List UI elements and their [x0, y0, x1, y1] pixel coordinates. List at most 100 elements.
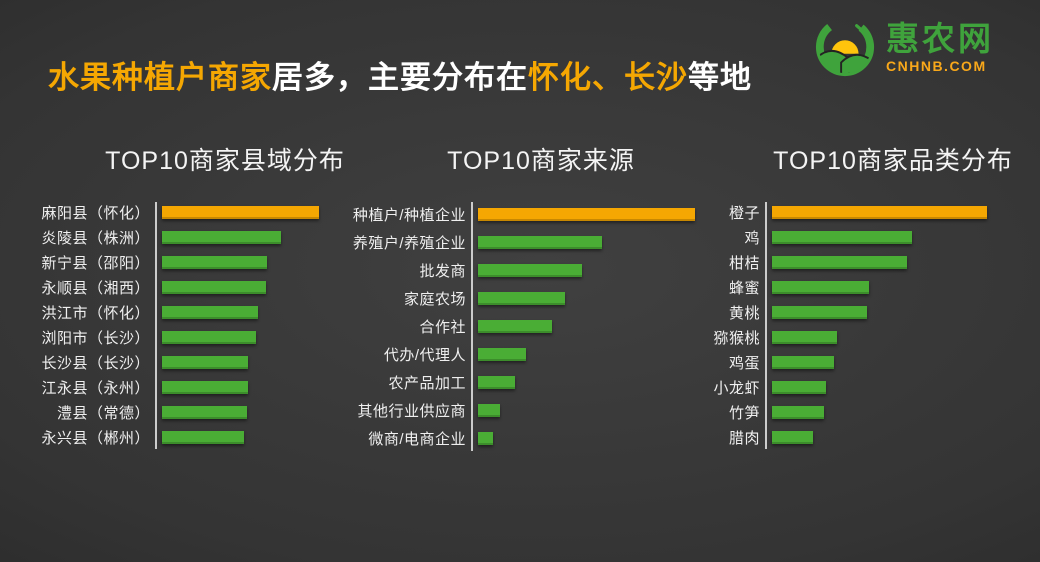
category-label: 鸡	[744, 230, 760, 247]
title-segment-highlight: 水果种植户商家	[48, 60, 272, 95]
bar-track	[162, 206, 319, 219]
category-label: 江永县（永州）	[41, 380, 150, 397]
bar-track	[772, 306, 987, 319]
brand-domain: CNHNB.COM	[886, 57, 987, 74]
category-label: 养殖户/养殖企业	[352, 234, 466, 252]
bar-row: 养殖户/养殖企业	[340, 228, 695, 256]
bar-track	[478, 347, 695, 361]
bar-track	[162, 331, 319, 344]
bar	[478, 291, 565, 305]
category-label: 腊肉	[728, 430, 760, 447]
bar-track	[772, 431, 987, 444]
title-segment-highlight: 怀化、长沙	[528, 60, 688, 95]
bar	[772, 206, 987, 219]
bar-row: 批发商	[340, 256, 695, 284]
bar	[478, 375, 515, 389]
bar-row: 猕猴桃	[690, 325, 987, 350]
bar-row: 其他行业供应商	[340, 396, 695, 424]
bar	[162, 256, 268, 269]
bar-track	[478, 431, 695, 445]
bar-row: 鸡	[690, 225, 987, 250]
category-label: 橙子	[728, 205, 760, 222]
bar-track	[478, 319, 695, 333]
bar	[478, 235, 602, 249]
category-label: 澧县（常德）	[56, 405, 150, 422]
category-label: 家庭农场	[403, 290, 466, 308]
bar-row: 新宁县（邵阳）	[18, 250, 319, 275]
brand-logo: 惠农网 CNHNB.COM	[814, 16, 994, 78]
category-label: 永兴县（郴州）	[41, 430, 150, 447]
bar-row: 小龙虾	[690, 375, 987, 400]
bar	[478, 319, 552, 333]
bar	[478, 403, 500, 417]
category-label: 洪江市（怀化）	[41, 305, 150, 322]
brand-name: 惠农网	[886, 19, 994, 57]
category-label: 蜂蜜	[728, 280, 760, 297]
bar-row: 腊肉	[690, 425, 987, 450]
category-label: 麻阳县（怀化）	[41, 205, 150, 222]
bar-track	[772, 256, 987, 269]
bar	[162, 431, 244, 444]
category-label: 小龙虾	[713, 380, 760, 397]
bar	[772, 431, 813, 444]
bar-track	[772, 356, 987, 369]
category-label: 批发商	[419, 262, 466, 280]
bar-row: 柑桔	[690, 250, 987, 275]
bar	[478, 347, 526, 361]
category-label: 长沙县（长沙）	[41, 355, 150, 372]
bar-row: 长沙县（长沙）	[18, 350, 319, 375]
bar	[162, 231, 282, 244]
bar	[162, 406, 247, 419]
category-label: 其他行业供应商	[357, 402, 466, 420]
bar-track	[162, 256, 319, 269]
bar	[772, 406, 824, 419]
bar-track	[772, 381, 987, 394]
bar-row: 合作社	[340, 312, 695, 340]
bar-track	[772, 231, 987, 244]
bar	[478, 431, 494, 445]
category-label: 种植户/种植企业	[352, 206, 466, 224]
bar	[162, 381, 249, 394]
bar	[772, 331, 837, 344]
page-title: 水果种植户商家居多，主要分布在怀化、长沙等地	[48, 52, 752, 97]
bar-row: 农产品加工	[340, 368, 695, 396]
category-label: 农产品加工	[388, 374, 466, 392]
category-label: 代办/代理人	[383, 346, 466, 364]
bar-row: 鸡蛋	[690, 350, 987, 375]
chart-title-category-distribution: TOP10商家品类分布	[773, 147, 1013, 175]
bar-row: 洪江市（怀化）	[18, 300, 319, 325]
bar-row: 澧县（常德）	[18, 400, 319, 425]
bar	[162, 356, 249, 369]
bar	[772, 306, 867, 319]
bar-row: 微商/电商企业	[340, 424, 695, 452]
bar-track	[772, 331, 987, 344]
category-label: 新宁县（邵阳）	[41, 255, 150, 272]
bar-track	[478, 403, 695, 417]
bar-track	[162, 306, 319, 319]
bar	[162, 281, 266, 294]
bar-track	[162, 281, 319, 294]
bar	[772, 256, 908, 269]
bar-row: 永兴县（郴州）	[18, 425, 319, 450]
bar	[162, 206, 319, 219]
brand-logo-icon	[815, 17, 875, 77]
bar-track	[772, 206, 987, 219]
category-label: 永顺县（湘西）	[41, 280, 150, 297]
bar-row: 永顺县（湘西）	[18, 275, 319, 300]
bar	[162, 306, 258, 319]
category-label: 猕猴桃	[713, 330, 760, 347]
bar-track	[162, 431, 319, 444]
category-label: 炎陵县（株洲）	[41, 230, 150, 247]
category-label: 黄桃	[728, 305, 760, 322]
bar-row: 黄桃	[690, 300, 987, 325]
bar-row: 代办/代理人	[340, 340, 695, 368]
bar-track	[162, 356, 319, 369]
chart-title-county-distribution: TOP10商家县域分布	[105, 147, 345, 175]
bar	[772, 356, 835, 369]
brand-logo-text: 惠农网 CNHNB.COM	[886, 22, 994, 73]
bar-row: 家庭农场	[340, 284, 695, 312]
bar-track	[162, 406, 319, 419]
bar-row: 种植户/种植企业	[340, 200, 695, 228]
bar-track	[478, 375, 695, 389]
